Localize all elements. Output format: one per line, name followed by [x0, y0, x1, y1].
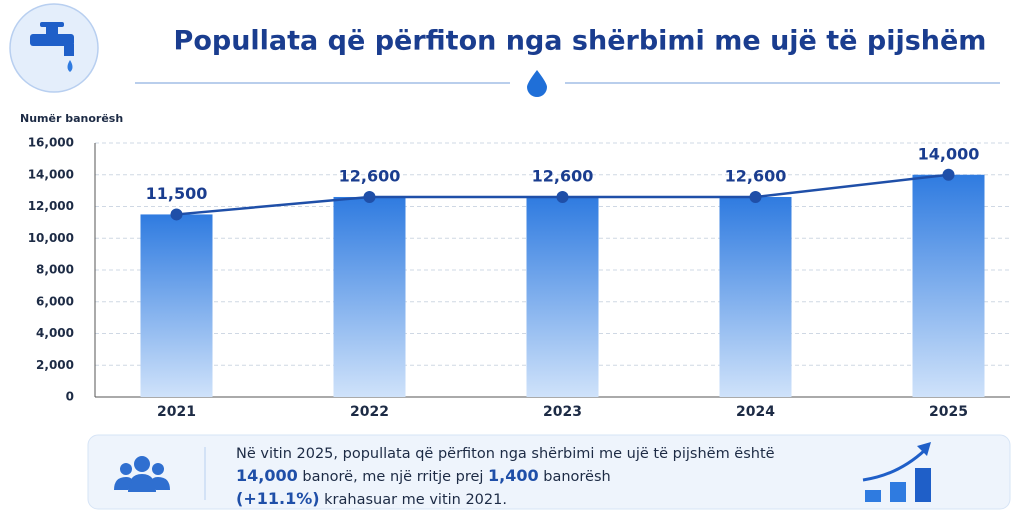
x-tick-label: 2024 [736, 404, 775, 420]
line-marker [942, 168, 955, 181]
x-tick-label: 2021 [157, 404, 196, 420]
y-axis-label: Numër banorësh [20, 112, 123, 125]
note-text: krahasuar me vitin 2021. [319, 492, 507, 508]
note-highlight: 1,400 [488, 466, 539, 485]
note-text: banorë, me një rritje prej [297, 469, 489, 485]
y-tick-label: 6,000 [36, 294, 74, 308]
note-text: Në vitin 2025, popullata që përfiton nga… [236, 446, 775, 462]
data-label: 14,000 [918, 144, 980, 163]
bar [526, 196, 599, 397]
bar [912, 174, 985, 397]
bar [333, 196, 406, 397]
bar [719, 196, 792, 397]
note: Në vitin 2025, popullata që përfiton nga… [236, 443, 876, 511]
note-text: banorësh [538, 469, 611, 485]
faucet-icon [9, 3, 99, 93]
growth-icon [862, 442, 931, 502]
y-tick-label: 2,000 [36, 358, 74, 372]
bar [140, 214, 213, 397]
data-label: 12,600 [725, 166, 787, 185]
line-marker [170, 208, 183, 221]
chart-title: Popullata që përfiton nga shërbimi me uj… [174, 26, 987, 57]
line-marker [749, 190, 762, 203]
note-highlight: (+11.1%) [236, 489, 320, 508]
y-tick-label: 14,000 [28, 167, 74, 181]
y-tick-label: 12,000 [28, 199, 74, 213]
data-label: 12,600 [339, 166, 401, 185]
y-tick-label: 8,000 [36, 263, 74, 277]
people-icon [114, 456, 170, 492]
note-box [87, 434, 1011, 510]
data-label: 12,600 [532, 166, 594, 185]
y-tick-label: 16,000 [28, 136, 74, 150]
line-marker [556, 190, 569, 203]
note-highlight: 14,000 [236, 466, 298, 485]
x-tick-label: 2022 [350, 404, 389, 420]
y-tick-label: 0 [66, 390, 74, 404]
data-label: 11,500 [146, 184, 208, 203]
x-tick-label: 2025 [929, 404, 968, 420]
line-marker [363, 190, 376, 203]
y-tick-label: 10,000 [28, 231, 74, 245]
x-tick-label: 2023 [543, 404, 582, 420]
drop-icon [527, 70, 547, 97]
y-tick-label: 4,000 [36, 326, 74, 340]
